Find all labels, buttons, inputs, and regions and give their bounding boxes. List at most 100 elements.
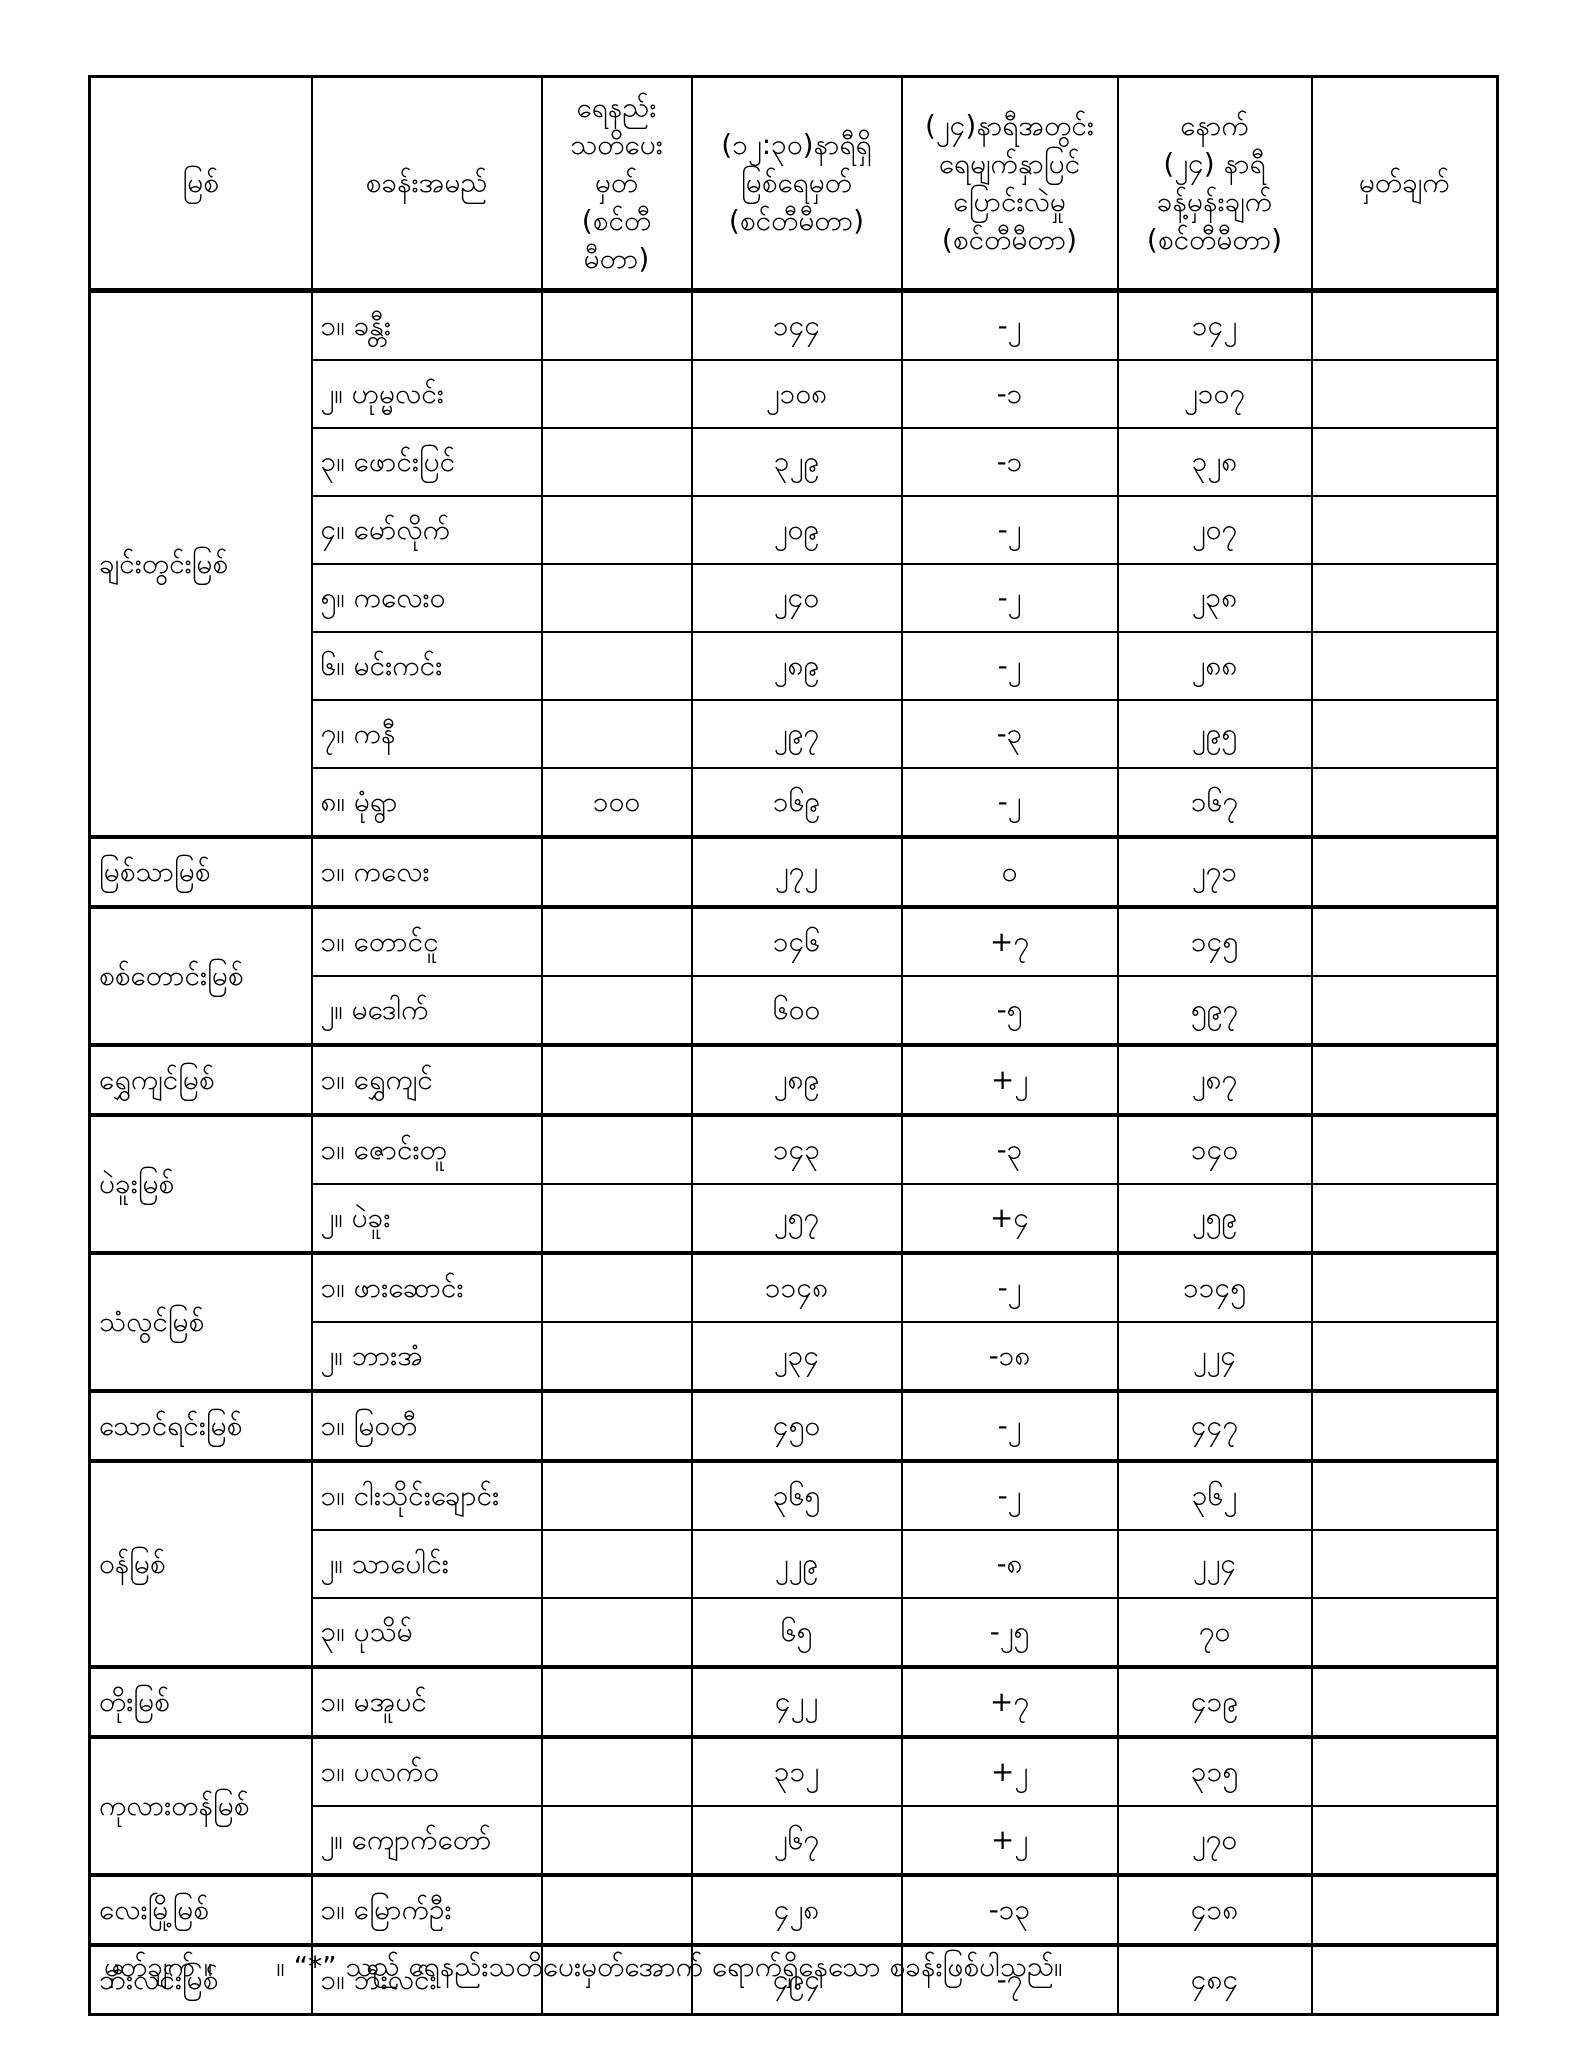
station-cell: ၃။ ပုသိမ် [310, 1597, 543, 1668]
change-cell: -၃ [900, 699, 1119, 769]
table-row: ပဲခူးမြစ် ၁။ ဇောင်းတူ ၁၄၃ -၃ ၁၄၀ [88, 1113, 1499, 1254]
change-cell: -၁ [900, 359, 1119, 429]
remark-cell [1310, 631, 1499, 701]
level-cell: ၂၈၉ [690, 1043, 903, 1116]
change-cell: -၂၅ [900, 1597, 1119, 1668]
change-cell: -၂ [900, 563, 1119, 633]
table-row: မြစ်သာမြစ် ၁။ ကလေး ၂၇၂၀၂၇၁ [88, 835, 1499, 908]
table-row: ၂။ သာပေါင်း ၂၂၉ -၈ ၂၂၄ [90, 1529, 1499, 1599]
warning-cell [540, 699, 693, 769]
level-cell: ၃၂၉ [690, 427, 903, 497]
station-cell: ၂။ သာပေါင်း [310, 1529, 543, 1599]
river-cell: ပဲခူးမြစ် [88, 1113, 313, 1254]
forecast-cell: ၂၀၇ [1116, 495, 1313, 565]
change-cell: +၇ [900, 905, 1119, 977]
table-row: ချင်းတွင်းမြစ် ၁။ ခန္တီး ၁၄၄ -၂ ၁၄၂ [88, 288, 1499, 838]
forecast-cell: ၂၉၅ [1116, 699, 1313, 769]
warning-cell [540, 1873, 693, 1946]
station-cell: ၂။ ပဲခူး [310, 1183, 543, 1254]
remark-cell [1310, 563, 1499, 633]
level-cell: ၂၆၇ [690, 1805, 903, 1876]
level-cell: ၁၄၄ [690, 288, 903, 361]
header-row: မြစ် စခန်းအမည် ရေနည်း သတိပေးမှတ် (စင်တီမ… [88, 75, 1499, 293]
river-cell: တိုးမြစ် [88, 1665, 313, 1738]
forecast-cell: ၂၂၄ [1116, 1529, 1313, 1599]
col-header-station: စခန်းအမည် [310, 75, 543, 293]
station-cell: ၁။ ကလေး [310, 835, 543, 908]
level-cell: ၆၀၀ [690, 975, 903, 1046]
col-header-warning: ရေနည်း သတိပေးမှတ် (စင်တီမီတာ) [540, 75, 693, 293]
warning-cell [540, 1389, 693, 1462]
remark-cell [1310, 1805, 1499, 1876]
table-row: တိုးမြစ် ၁။ မအူပင် ၄၂၂ +၇ ၄၁၉ [88, 1665, 1499, 1738]
river-cell: သံလွင်မြစ် [88, 1251, 313, 1392]
station-cell: ၇။ ကနီ [310, 699, 543, 769]
table-row: သံလွင်မြစ် ၁။ ဖားဆောင်း ၁၁၄၈ -၂ ၁၁၄၅ [88, 1251, 1499, 1392]
forecast-cell: ၂၂၄ [1116, 1321, 1313, 1392]
table-row: ၆။ မင်းကင်း ၂၈၉ -၂ ၂၈၈ [90, 631, 1499, 701]
forecast-cell: ၁၆၇ [1116, 767, 1313, 838]
level-cell: ၁၄၃ [690, 1113, 903, 1185]
remark-cell [1310, 495, 1499, 565]
forecast-cell: ၄၁၈ [1116, 1873, 1313, 1946]
forecast-cell: ၃၆၂ [1116, 1459, 1313, 1531]
station-cell: ၁။ ပလက်ဝ [310, 1735, 543, 1807]
warning-cell [540, 835, 693, 908]
col-header-river: မြစ် [88, 75, 313, 293]
level-cell: ၆၅ [690, 1597, 903, 1668]
table-row: သောင်ရင်းမြစ် ၁။ မြဝတီ ၄၅၀ -၂ ၄၄၇ [88, 1389, 1499, 1462]
warning-cell [540, 1459, 693, 1531]
forecast-cell: ၂၃၈ [1116, 563, 1313, 633]
remark-cell [1310, 1459, 1499, 1531]
level-cell: ၄၅၀ [690, 1389, 903, 1462]
level-cell: ၂၅၇ [690, 1183, 903, 1254]
change-cell: +၂ [900, 1805, 1119, 1876]
warning-cell [540, 563, 693, 633]
forecast-cell: ၅၉၇ [1116, 975, 1313, 1046]
warning-cell [540, 905, 693, 977]
river-cell: လေးမြို့မြစ် [88, 1873, 313, 1946]
footnote-text: ။ “*” သည် ရေနည်းသတိပေးမှတ်အောက် ရောက်ရှိ… [276, 1950, 1063, 1983]
footnote-label: မှတ်ချက် ။ [104, 1950, 213, 1983]
level-cell: ၄၂၂ [690, 1665, 903, 1738]
remark-cell [1310, 1943, 1499, 2016]
level-cell: ၄၂၈ [690, 1873, 903, 1946]
remark-cell [1310, 359, 1499, 429]
station-cell: ၁။ ငါးသိုင်းချောင်း [310, 1459, 543, 1531]
warning-cell: ၁၀၀ [540, 767, 693, 838]
table-row: ကုလားတန်မြစ် ၁။ ပလက်ဝ ၃၁၂ +၂ ၃၁၅ [88, 1735, 1499, 1876]
warning-cell [540, 1943, 693, 2016]
remark-cell [1310, 1321, 1499, 1392]
col-header-remark: မှတ်ချက် [1310, 75, 1499, 293]
level-cell: ၄၉၄ [690, 1943, 903, 2016]
station-cell: ၄။ မော်လိုက် [310, 495, 543, 565]
table-row: ၂။ ပဲခူး ၂၅၇ +၄ ၂၅၉ [90, 1183, 1499, 1254]
warning-cell [540, 1597, 693, 1668]
forecast-cell: ၄၈၄ [1116, 1943, 1313, 2016]
remark-cell [1310, 1529, 1499, 1599]
warning-cell [540, 1529, 693, 1599]
warning-cell [540, 631, 693, 701]
warning-cell [540, 1665, 693, 1738]
remark-cell [1310, 427, 1499, 497]
level-cell: ၃၁၂ [690, 1735, 903, 1807]
table-row: စစ်တောင်းမြစ် ၁။ တောင်ငူ ၁၄၆ +၇ ၁၄၅ [88, 905, 1499, 1046]
change-cell: +၄ [900, 1183, 1119, 1254]
change-cell: +၂ [900, 1735, 1119, 1807]
level-cell: ၂၂၉ [690, 1529, 903, 1599]
forecast-cell: ၁၁၄၅ [1116, 1251, 1313, 1323]
level-cell: ၁၄၆ [690, 905, 903, 977]
river-cell: ရွှေကျင်မြစ် [88, 1043, 313, 1116]
forecast-cell: ၁၄၅ [1116, 905, 1313, 977]
warning-cell [540, 1321, 693, 1392]
forecast-cell: ၃၂၈ [1116, 427, 1313, 497]
forecast-cell: ၂၁၀၇ [1116, 359, 1313, 429]
forecast-cell: ၄၄၇ [1116, 1389, 1313, 1462]
warning-cell [540, 1043, 693, 1116]
river-water-level-table: မြစ် စခန်းအမည် ရေနည်း သတိပေးမှတ် (စင်တီမ… [88, 75, 1499, 2016]
forecast-cell: ၃၁၅ [1116, 1735, 1313, 1807]
station-cell: ၁။ ဖားဆောင်း [310, 1251, 543, 1323]
table-row: ၃။ ပုသိမ် ၆၅ -၂၅ ၇၀ [90, 1597, 1499, 1668]
warning-cell [540, 1113, 693, 1185]
warning-cell [540, 495, 693, 565]
